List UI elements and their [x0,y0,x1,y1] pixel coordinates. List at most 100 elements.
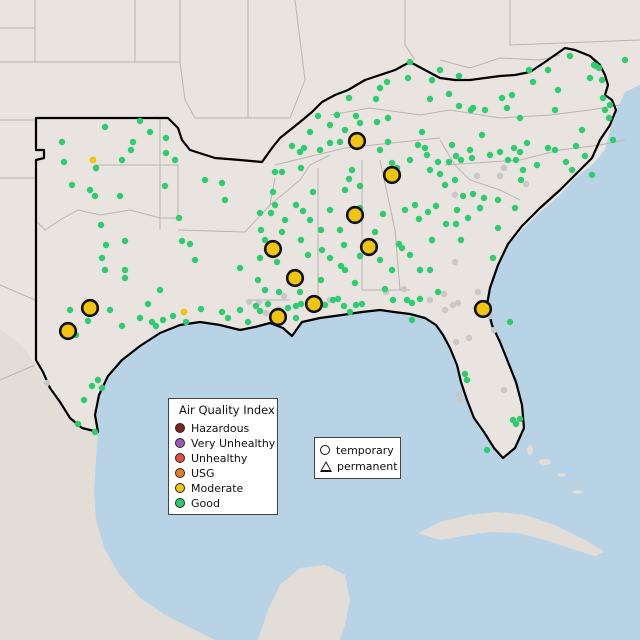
monitor-good-marker[interactable] [101,266,109,274]
monitor-good-marker[interactable] [256,307,264,315]
monitor-nodata-marker[interactable] [400,285,408,293]
monitor-good-marker[interactable] [388,266,396,274]
monitor-good-marker[interactable] [300,144,308,152]
monitor-good-marker[interactable] [201,176,209,184]
monitor-good-marker[interactable] [436,66,444,74]
monitor-good-marker[interactable] [345,175,353,183]
monitor-good-marker[interactable] [455,102,463,110]
monitor-good-marker[interactable] [523,139,531,147]
monitor-nodata-marker[interactable] [473,172,481,180]
monitor-good-marker[interactable] [236,264,244,272]
monitor-good-marker[interactable] [102,241,110,249]
monitor-good-marker[interactable] [244,318,252,326]
monitor-good-marker[interactable] [84,317,92,325]
monitor-good-marker[interactable] [88,382,96,390]
monitor-good-marker[interactable] [318,246,326,254]
monitor-good-marker[interactable] [516,415,524,423]
monitor-good-marker[interactable] [511,204,519,212]
monitor-good-marker[interactable] [605,114,613,122]
monitor-nodata-marker[interactable] [496,172,504,180]
monitor-good-marker[interactable] [98,254,106,262]
monitor-good-marker[interactable] [519,166,527,174]
monitor-moderate-large-marker[interactable] [345,205,365,225]
monitor-good-marker[interactable] [348,166,356,174]
monitor-good-marker[interactable] [504,156,512,164]
monitor-good-marker[interactable] [467,106,475,114]
monitor-good-marker[interactable] [483,446,491,454]
monitor-good-marker[interactable] [533,161,541,169]
monitor-good-marker[interactable] [101,123,109,131]
monitor-good-marker[interactable] [284,304,292,312]
monitor-good-marker[interactable] [98,384,106,392]
monitor-good-marker[interactable] [292,302,300,310]
monitor-good-marker[interactable] [118,156,126,164]
monitor-good-marker[interactable] [381,285,389,293]
monitor-good-marker[interactable] [478,131,486,139]
monitor-good-marker[interactable] [457,236,465,244]
monitor-good-marker[interactable] [432,202,440,210]
monitor-good-marker[interactable] [476,204,484,212]
monitor-good-marker[interactable] [434,288,442,296]
monitor-good-marker[interactable] [416,266,424,274]
monitor-good-marker[interactable] [466,146,474,154]
monitor-good-marker[interactable] [171,156,179,164]
monitor-good-marker[interactable] [510,144,518,152]
monitor-good-marker[interactable] [326,139,334,147]
monitor-good-marker[interactable] [66,306,74,314]
monitor-good-marker[interactable] [146,128,154,136]
monitor-nodata-marker[interactable] [452,338,460,346]
monitor-good-marker[interactable] [191,256,199,264]
monitor-good-marker[interactable] [461,370,469,378]
monitor-good-marker[interactable] [162,134,170,142]
monitor-good-marker[interactable] [261,286,269,294]
monitor-nodata-marker[interactable] [522,180,530,188]
monitor-good-marker[interactable] [127,146,135,154]
monitor-nodata-marker[interactable] [451,258,459,266]
monitor-good-marker[interactable] [372,95,380,103]
monitor-good-marker[interactable] [218,179,226,187]
monitor-good-marker[interactable] [340,302,348,310]
monitor-good-marker[interactable] [459,192,467,200]
monitor-good-marker[interactable] [442,220,450,228]
monitor-good-marker[interactable] [91,192,99,200]
monitor-moderate-marker[interactable] [89,156,97,164]
monitor-good-marker[interactable] [121,237,129,245]
monitor-nodata-marker[interactable] [465,334,473,342]
monitor-good-marker[interactable] [494,196,502,204]
monitor-good-marker[interactable] [451,176,459,184]
monitor-good-marker[interactable] [148,318,156,326]
monitor-good-marker[interactable] [340,241,348,249]
monitor-good-marker[interactable] [414,141,422,149]
monitor-good-marker[interactable] [336,226,344,234]
monitor-good-marker[interactable] [415,215,423,223]
monitor-good-marker[interactable] [97,221,105,229]
monitor-good-marker[interactable] [376,146,384,154]
monitor-good-marker[interactable] [358,300,366,308]
monitor-good-marker[interactable] [346,308,354,316]
monitor-good-marker[interactable] [595,64,603,72]
monitor-nodata-marker[interactable] [441,306,449,314]
monitor-good-marker[interactable] [424,208,432,216]
monitor-good-marker[interactable] [525,66,533,74]
monitor-good-marker[interactable] [175,214,183,222]
monitor-nodata-marker[interactable] [43,379,51,387]
monitor-good-marker[interactable] [508,91,516,99]
monitor-good-marker[interactable] [498,94,506,102]
monitor-good-marker[interactable] [92,164,100,172]
monitor-good-marker[interactable] [609,136,617,144]
monitor-good-marker[interactable] [406,251,414,259]
monitor-good-marker[interactable] [345,94,353,102]
monitor-good-marker[interactable] [136,117,144,125]
monitor-good-marker[interactable] [426,95,434,103]
monitor-good-marker[interactable] [292,314,300,322]
monitor-good-marker[interactable] [517,176,525,184]
monitor-good-marker[interactable] [278,228,286,236]
monitor-good-marker[interactable] [621,56,629,64]
monitor-good-marker[interactable] [273,258,281,266]
monitor-good-marker[interactable] [169,312,177,320]
monitor-moderate-large-marker[interactable] [359,237,379,257]
monitor-good-marker[interactable] [408,316,416,324]
monitor-good-marker[interactable] [568,166,576,174]
monitor-good-marker[interactable] [452,152,460,160]
